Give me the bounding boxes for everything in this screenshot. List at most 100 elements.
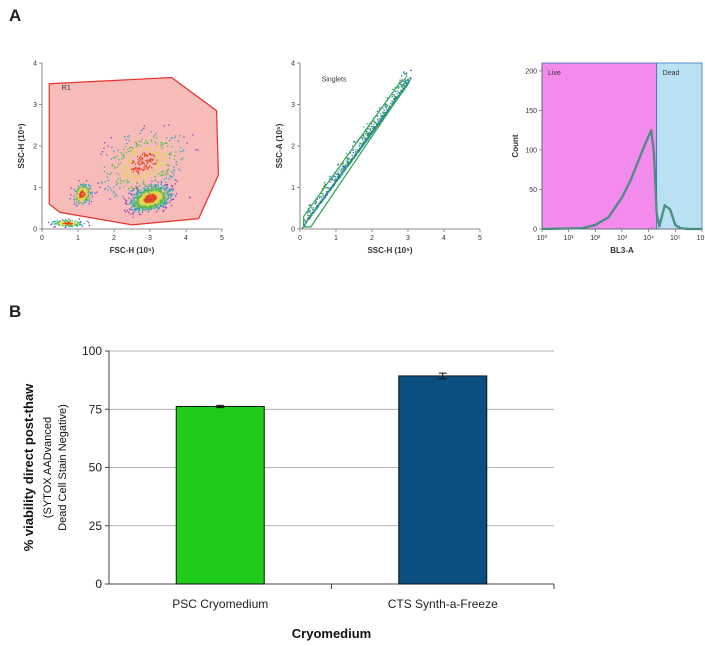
plot1-point <box>79 194 82 196</box>
plot1-point <box>171 185 174 187</box>
plot1-point <box>147 142 149 144</box>
plot1-point <box>172 198 175 200</box>
plot2-point <box>354 154 356 156</box>
plot1-point <box>155 189 157 192</box>
plot1-point <box>151 201 154 203</box>
plot1-point <box>73 200 76 202</box>
plot1-point <box>123 149 125 151</box>
plot1-point <box>103 147 105 149</box>
plot1-point <box>158 186 160 189</box>
plot1-point <box>117 182 119 185</box>
plot1-point <box>69 221 71 223</box>
plot2-point <box>396 93 398 95</box>
plot3-x-tick-label: 10¹ <box>564 235 575 242</box>
plot2-point <box>399 79 401 81</box>
plot2-point <box>345 166 347 168</box>
plot1-point <box>143 206 145 208</box>
plot1-point <box>162 194 165 196</box>
plot2-point <box>401 75 403 77</box>
plot1-point <box>58 224 61 227</box>
plot1-x-axis-label: FSC-H (10⁵) <box>110 246 155 255</box>
plot2-point <box>365 138 367 140</box>
plot3-x-tick-label: 10⁴ <box>643 235 654 242</box>
plot1-point <box>142 187 144 190</box>
plot1-point <box>135 153 137 155</box>
plot2-point <box>347 158 349 160</box>
plot1-point <box>142 176 144 178</box>
plot2-point <box>339 175 341 177</box>
plot1-point <box>145 175 147 177</box>
plot1-point <box>84 197 86 199</box>
plot1-point <box>106 176 108 178</box>
plot1-point <box>132 161 134 164</box>
plot2-point <box>384 114 386 116</box>
plot1-point <box>186 142 188 144</box>
plot2-point <box>332 185 334 187</box>
plot1-point <box>121 180 123 182</box>
plot2-point <box>400 90 402 93</box>
plot1-point <box>96 191 98 193</box>
plot1-point <box>149 189 151 191</box>
plot1-point <box>179 146 181 149</box>
plot1-point <box>150 199 152 202</box>
plot1-point <box>165 202 167 205</box>
plot1-point <box>157 203 159 206</box>
plot3-region-dead <box>656 62 703 230</box>
plot1-point <box>65 221 68 223</box>
plot1-point <box>74 220 77 223</box>
plot2-point <box>359 147 362 150</box>
plot1-point <box>136 168 138 170</box>
plot2-point <box>358 144 360 146</box>
plot2-point <box>365 140 368 142</box>
plot1-point <box>107 189 109 191</box>
plot1-point <box>181 157 184 159</box>
plot1-point <box>137 155 139 158</box>
plot2-point <box>369 132 371 134</box>
plot1-point <box>156 201 158 204</box>
plot1-point <box>158 196 160 198</box>
plot1-point <box>178 168 180 170</box>
plot1-point <box>154 196 156 198</box>
plot1-point <box>86 194 88 196</box>
plot1-point <box>142 169 145 171</box>
plot1-point <box>86 196 88 199</box>
plot1-point <box>165 185 167 187</box>
plot1-point <box>83 201 86 204</box>
plot2-point <box>408 81 410 83</box>
plot2-point <box>394 87 396 89</box>
plot3-region-label-dead: Dead <box>663 70 680 77</box>
plot1-y-tick-label: 2 <box>33 144 37 151</box>
plot2-point <box>335 180 337 182</box>
plot1-point <box>83 186 85 188</box>
plot1-point <box>141 153 144 156</box>
plot1-point <box>75 201 78 204</box>
plot1-point <box>68 221 70 224</box>
plot1-point <box>139 175 141 178</box>
plot1-point <box>147 199 149 201</box>
plot1-point <box>147 159 149 161</box>
plot1-point <box>143 127 145 129</box>
plot1-point <box>149 205 152 207</box>
plot2-point <box>334 182 337 184</box>
plot1-point <box>70 187 72 189</box>
plot2-point <box>353 156 355 158</box>
plot2-point <box>397 87 399 89</box>
plot1-point <box>81 192 83 194</box>
plot1-point <box>145 165 148 167</box>
plot2-point <box>401 80 403 82</box>
plot1-point <box>77 189 79 192</box>
plot1-point <box>155 189 157 191</box>
plot2-point <box>400 85 402 87</box>
plot1-point <box>143 163 145 165</box>
plot1-point <box>183 136 185 138</box>
plot1-point <box>125 211 127 213</box>
panel-label-b: B <box>9 302 22 321</box>
plot1-point <box>143 207 145 209</box>
bar-category-label: CTS Synth-a-Freeze <box>388 597 498 611</box>
plot1-point <box>110 158 112 160</box>
plot2-point <box>359 142 361 144</box>
plot1-point <box>156 159 158 161</box>
plot2-point <box>379 107 381 109</box>
plot2-point <box>320 202 322 204</box>
plot1-point <box>143 166 145 168</box>
